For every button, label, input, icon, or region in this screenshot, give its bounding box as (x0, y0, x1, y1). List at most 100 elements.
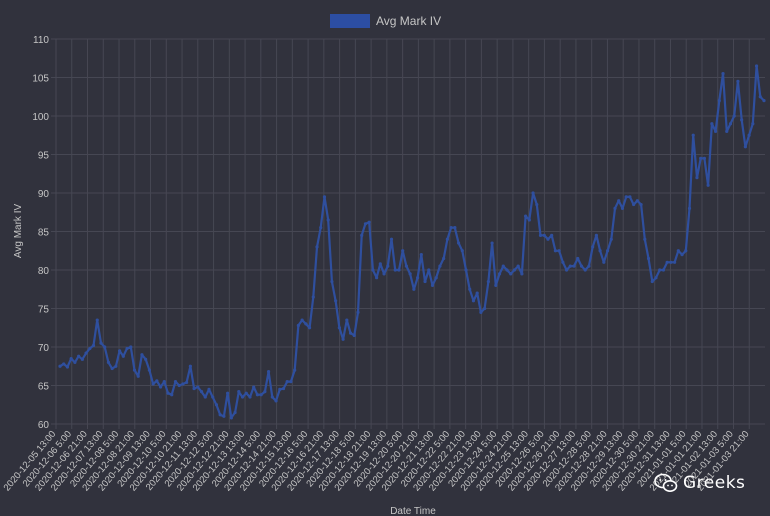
data-point (725, 129, 729, 133)
data-point (706, 183, 710, 187)
wechat-icon (654, 473, 678, 492)
data-point (125, 346, 129, 351)
data-point (408, 272, 412, 276)
data-point (337, 326, 341, 330)
data-point (84, 351, 88, 355)
data-point (509, 272, 513, 276)
y-axis: 60 65 70 75 80 85 90 95 100 105 110 (32, 35, 49, 431)
data-point (341, 337, 345, 341)
data-point (237, 390, 241, 394)
data-point (285, 380, 289, 384)
data-point (516, 264, 520, 268)
data-point (222, 414, 226, 418)
data-point (464, 268, 468, 272)
data-point (278, 387, 282, 391)
data-point (512, 268, 517, 272)
data-point (572, 264, 576, 268)
data-point (99, 341, 103, 345)
data-point (356, 310, 360, 314)
data-point (483, 306, 487, 311)
y-tick-label: 75 (38, 305, 50, 316)
data-point (587, 264, 591, 268)
data-point (266, 370, 271, 374)
data-point (255, 393, 260, 397)
data-point (166, 391, 170, 395)
data-point (740, 118, 744, 122)
data-point (80, 357, 84, 361)
data-point (192, 386, 196, 391)
legend-label[interactable]: Avg Mark IV (376, 14, 441, 28)
data-point (427, 268, 431, 272)
data-point (185, 380, 189, 385)
data-point (248, 395, 252, 399)
data-point (151, 382, 155, 386)
data-point (375, 276, 379, 280)
data-point (676, 249, 680, 253)
data-point (196, 385, 200, 389)
data-point (568, 264, 572, 268)
data-point (114, 364, 118, 368)
series-layer (58, 64, 766, 420)
data-point (617, 199, 621, 203)
data-point (140, 353, 144, 357)
data-point (259, 393, 263, 397)
data-point (520, 272, 524, 276)
data-point (162, 380, 166, 384)
data-point (181, 382, 185, 386)
data-point (136, 374, 140, 378)
data-point (434, 276, 438, 280)
data-point (300, 318, 304, 322)
data-point (348, 331, 353, 335)
data-point (270, 395, 274, 399)
data-point (471, 299, 476, 303)
data-point (613, 206, 617, 210)
data-point (594, 233, 598, 237)
grid-lines (51, 38, 765, 429)
data-point (229, 416, 233, 420)
data-point (497, 272, 502, 276)
data-point (710, 122, 714, 126)
data-point (203, 395, 207, 399)
data-point (69, 356, 73, 361)
data-point (58, 364, 62, 368)
data-point (550, 233, 554, 237)
data-point (404, 264, 409, 268)
data-point (717, 99, 721, 103)
data-point (535, 202, 539, 207)
y-tick-label: 90 (38, 189, 50, 200)
data-point (453, 226, 457, 230)
data-point (352, 333, 356, 338)
data-point (371, 268, 375, 272)
data-point (576, 256, 580, 261)
data-point (177, 383, 181, 388)
data-point (88, 346, 92, 351)
y-tick-label: 80 (38, 266, 50, 277)
y-tick-label: 65 (38, 382, 50, 393)
data-point (527, 218, 531, 222)
data-point (609, 237, 613, 241)
data-point (117, 349, 122, 353)
data-point (296, 323, 300, 328)
data-point (635, 199, 639, 203)
data-point (233, 410, 237, 415)
data-point (363, 222, 368, 226)
data-point (598, 249, 602, 253)
data-point (762, 99, 766, 103)
data-point (442, 256, 446, 261)
data-point (743, 145, 747, 149)
data-point (147, 368, 151, 372)
data-point (207, 387, 211, 391)
legend[interactable]: Avg Mark IV (330, 14, 441, 28)
data-point (438, 264, 442, 268)
data-point (661, 268, 666, 272)
data-point (211, 395, 215, 399)
data-point (281, 386, 286, 391)
data-point (658, 268, 662, 272)
watermark: Greeks (654, 473, 745, 493)
data-point (564, 268, 569, 272)
data-point (654, 276, 658, 280)
legend-swatch[interactable] (330, 14, 370, 28)
data-point (129, 345, 133, 349)
data-point (319, 226, 323, 230)
